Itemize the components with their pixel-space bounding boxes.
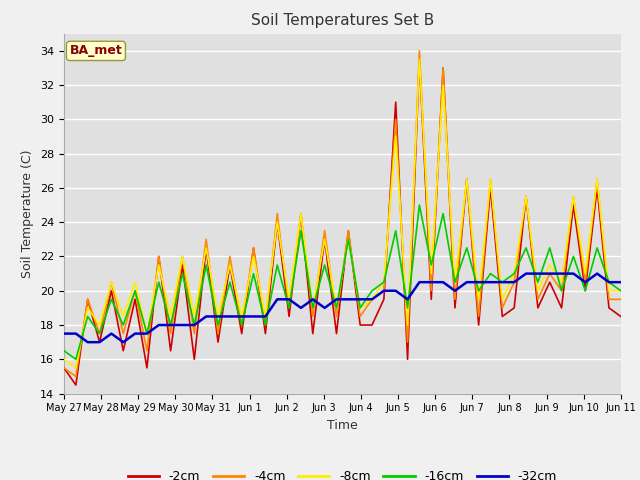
Text: BA_met: BA_met xyxy=(70,44,122,58)
Legend: -2cm, -4cm, -8cm, -16cm, -32cm: -2cm, -4cm, -8cm, -16cm, -32cm xyxy=(123,465,562,480)
X-axis label: Time: Time xyxy=(327,419,358,432)
Y-axis label: Soil Temperature (C): Soil Temperature (C) xyxy=(22,149,35,278)
Title: Soil Temperatures Set B: Soil Temperatures Set B xyxy=(251,13,434,28)
